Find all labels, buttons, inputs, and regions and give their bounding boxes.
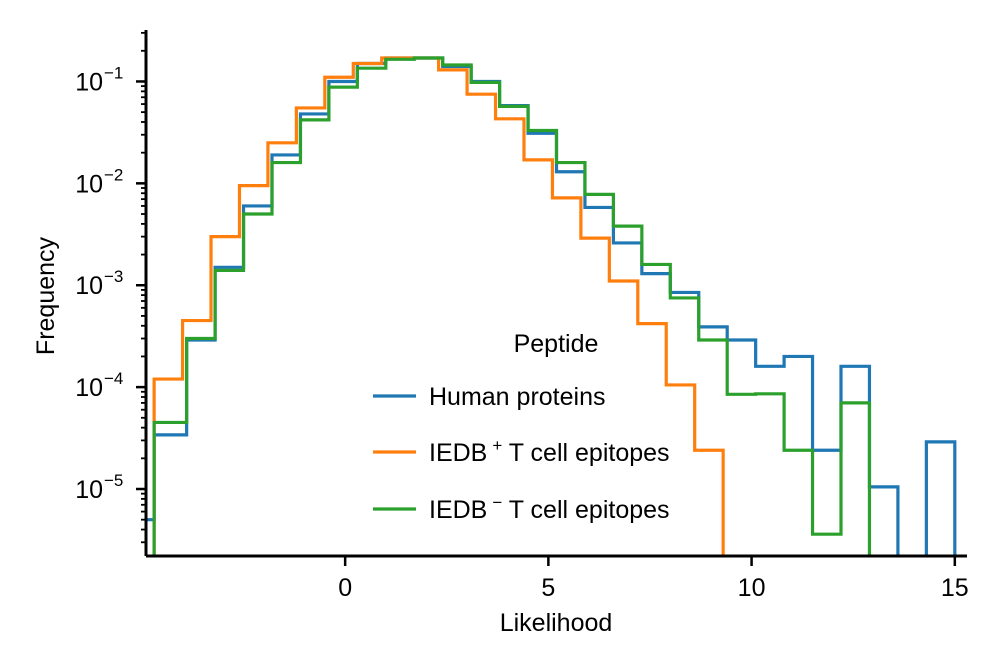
- x-tick-label: 5: [541, 574, 555, 602]
- y-tick-label: 10: [75, 272, 103, 300]
- y-tick-exponent: −2: [104, 165, 123, 184]
- y-tick-label: 10: [75, 68, 103, 96]
- y-tick-label: 10: [75, 476, 103, 504]
- y-tick-exponent: −3: [104, 267, 123, 286]
- y-tick-label: 10: [75, 374, 103, 402]
- y-tick-label: 10: [75, 170, 103, 198]
- x-tick-label: 0: [338, 574, 352, 602]
- y-ticks: 10−110−210−310−410−5: [75, 31, 146, 544]
- series-line-2: [152, 56, 725, 557]
- legend: Peptide Human proteins IEDB + T cell epito…: [373, 330, 670, 524]
- legend-title: Peptide: [514, 330, 599, 358]
- series-line-3: [152, 56, 872, 557]
- legend-label-2: IEDB + T cell epitopes: [429, 436, 670, 467]
- y-tick-exponent: −1: [104, 63, 123, 82]
- x-axis-label: Likelihood: [500, 609, 613, 637]
- x-tick-label: 15: [941, 574, 969, 602]
- x-tick-label: 10: [738, 574, 766, 602]
- y-tick-exponent: −4: [104, 369, 123, 388]
- legend-label-1: Human proteins: [429, 383, 605, 411]
- x-ticks: 0 5 10 15: [338, 556, 969, 602]
- series-layer: [146, 56, 957, 557]
- series-line-1: [146, 56, 957, 557]
- legend-label-3: IEDB − T cell epitopes: [429, 493, 670, 524]
- y-tick-exponent: −5: [104, 471, 123, 490]
- y-axis-label: Frequency: [32, 236, 60, 355]
